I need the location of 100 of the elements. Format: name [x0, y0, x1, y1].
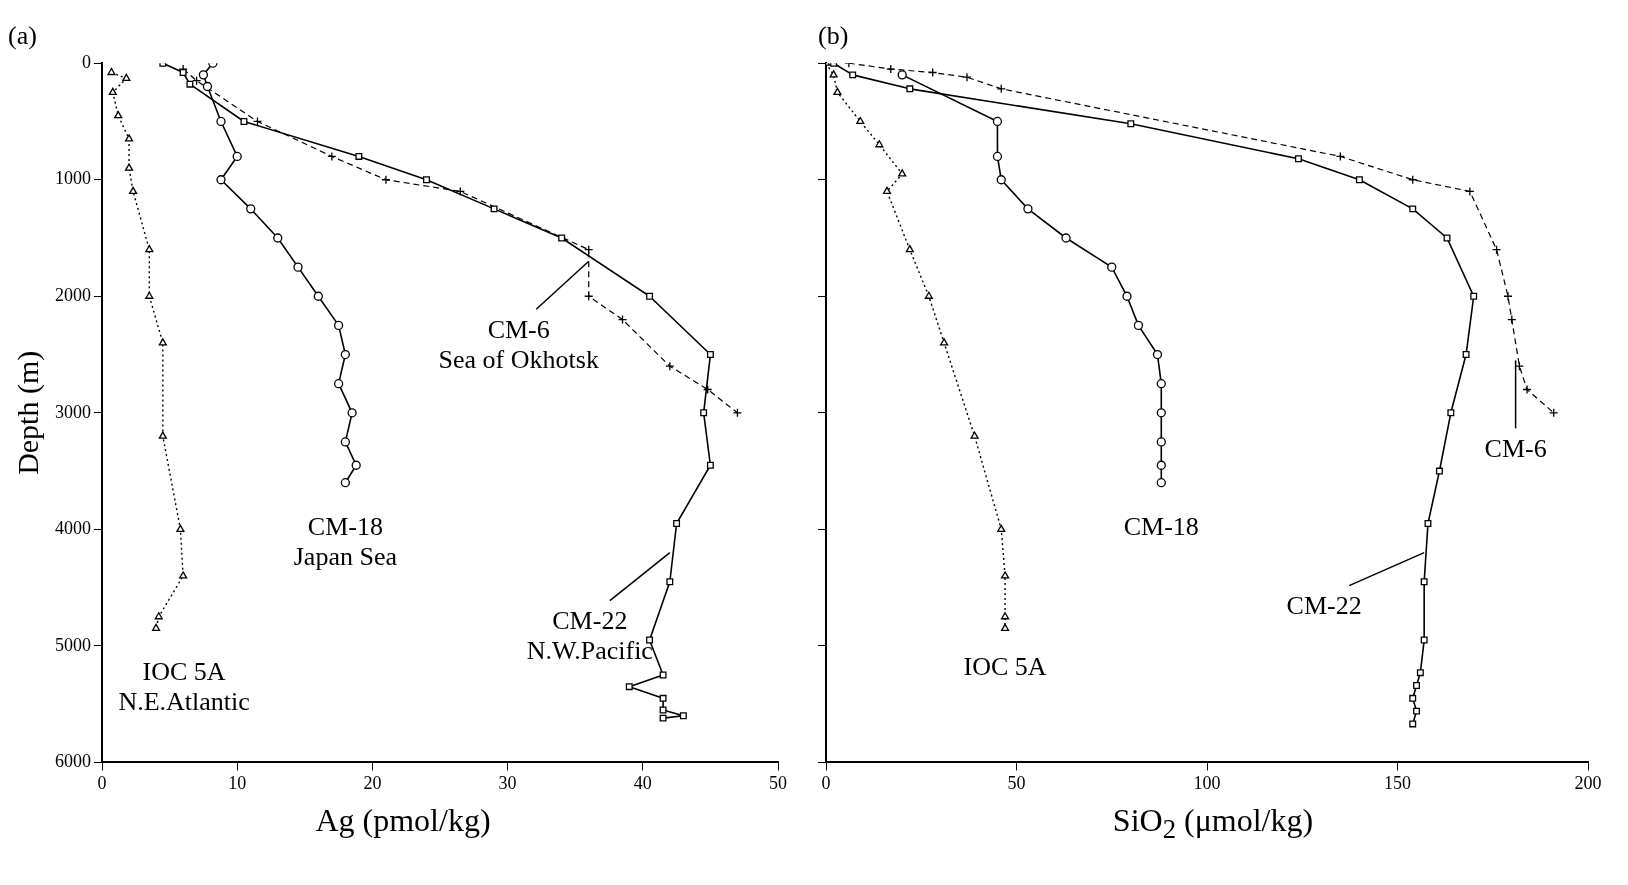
annotation: CM-22 N.W.Pacific [526, 606, 653, 666]
point [340, 349, 351, 360]
point [273, 233, 283, 243]
point [108, 87, 117, 95]
point [293, 262, 303, 272]
point [1409, 694, 1417, 702]
x-tick-label: 0 [821, 772, 831, 793]
point [882, 186, 892, 195]
point [898, 169, 907, 177]
point [673, 520, 681, 527]
point [333, 320, 344, 331]
point [333, 379, 344, 389]
point [679, 712, 687, 720]
x-tick-label: 200 [1574, 772, 1602, 793]
point [145, 291, 154, 299]
point [1152, 349, 1163, 360]
point [1355, 176, 1363, 184]
point [216, 175, 226, 185]
point [1462, 351, 1470, 359]
chart-title: (b) [818, 21, 849, 51]
point [625, 683, 633, 691]
y-tick-label: 5000 [55, 634, 91, 655]
point [905, 245, 914, 253]
point [1447, 409, 1455, 417]
point [124, 134, 134, 142]
point [240, 117, 248, 125]
point [186, 80, 194, 88]
point [924, 291, 933, 299]
point [1156, 408, 1166, 418]
point [124, 163, 134, 171]
point [1107, 262, 1117, 272]
point [1294, 155, 1302, 163]
point [897, 70, 907, 80]
annotation: IOC 5A N.E.Atlantic [118, 657, 250, 717]
annotation: CM-18 Japan Sea [293, 511, 398, 571]
point [202, 81, 213, 92]
point [107, 67, 116, 76]
point [158, 338, 167, 346]
point [1000, 571, 1010, 579]
point [1156, 379, 1166, 389]
point [490, 205, 498, 213]
y-tick-label: 2000 [55, 285, 91, 305]
x-tick-label: 0 [97, 772, 107, 793]
point [659, 694, 667, 702]
x-tick-label: 50 [1007, 772, 1026, 793]
point [1413, 682, 1421, 689]
y-tick-label: 4000 [55, 518, 91, 539]
point [996, 175, 1006, 185]
x-tick-label: 150 [1384, 772, 1411, 793]
point [940, 338, 949, 346]
point [829, 70, 838, 78]
x-tick-label: 100 [1193, 772, 1221, 793]
point [906, 85, 914, 93]
annotation: IOC 5A [963, 652, 1047, 682]
annotation: CM-6 Sea of Okhotsk [438, 315, 599, 375]
point [875, 140, 884, 148]
point [151, 623, 161, 632]
point [313, 291, 323, 301]
point [381, 175, 391, 185]
point [970, 431, 979, 439]
point [706, 351, 714, 359]
x-axis-title: Ag (pmol/kg) [315, 802, 491, 839]
point [176, 524, 185, 532]
point [1420, 636, 1428, 644]
x-axis-title: SiO$_{2}$ (μmol/kg) [1112, 802, 1314, 846]
x-tick-label: 30 [498, 772, 517, 793]
point [198, 70, 209, 80]
point [856, 116, 865, 125]
point [154, 612, 163, 620]
point [1156, 478, 1166, 488]
point [1409, 205, 1417, 213]
point [646, 292, 654, 300]
point [122, 73, 131, 81]
point [158, 431, 167, 439]
point [246, 204, 256, 214]
point [1127, 120, 1135, 128]
point [1470, 292, 1478, 300]
point [128, 186, 138, 195]
point [1156, 437, 1166, 447]
point [992, 151, 1003, 162]
point [706, 461, 714, 469]
point [114, 110, 123, 119]
point [340, 478, 351, 488]
point [423, 176, 430, 184]
point [659, 714, 667, 722]
point [1122, 291, 1132, 301]
annotation: CM-6 [1484, 434, 1547, 464]
point [1435, 467, 1443, 475]
point [1522, 384, 1532, 395]
point [232, 151, 242, 162]
point [849, 71, 857, 79]
point [886, 64, 896, 74]
point [179, 69, 187, 76]
point [659, 706, 667, 714]
y-tick-label: 6000 [55, 751, 91, 772]
annotation: CM-18 [1123, 511, 1199, 541]
x-tick-label: 20 [363, 772, 382, 793]
point [351, 460, 361, 470]
y-axis-title: Depth (m) [10, 350, 45, 475]
point [1000, 623, 1010, 632]
